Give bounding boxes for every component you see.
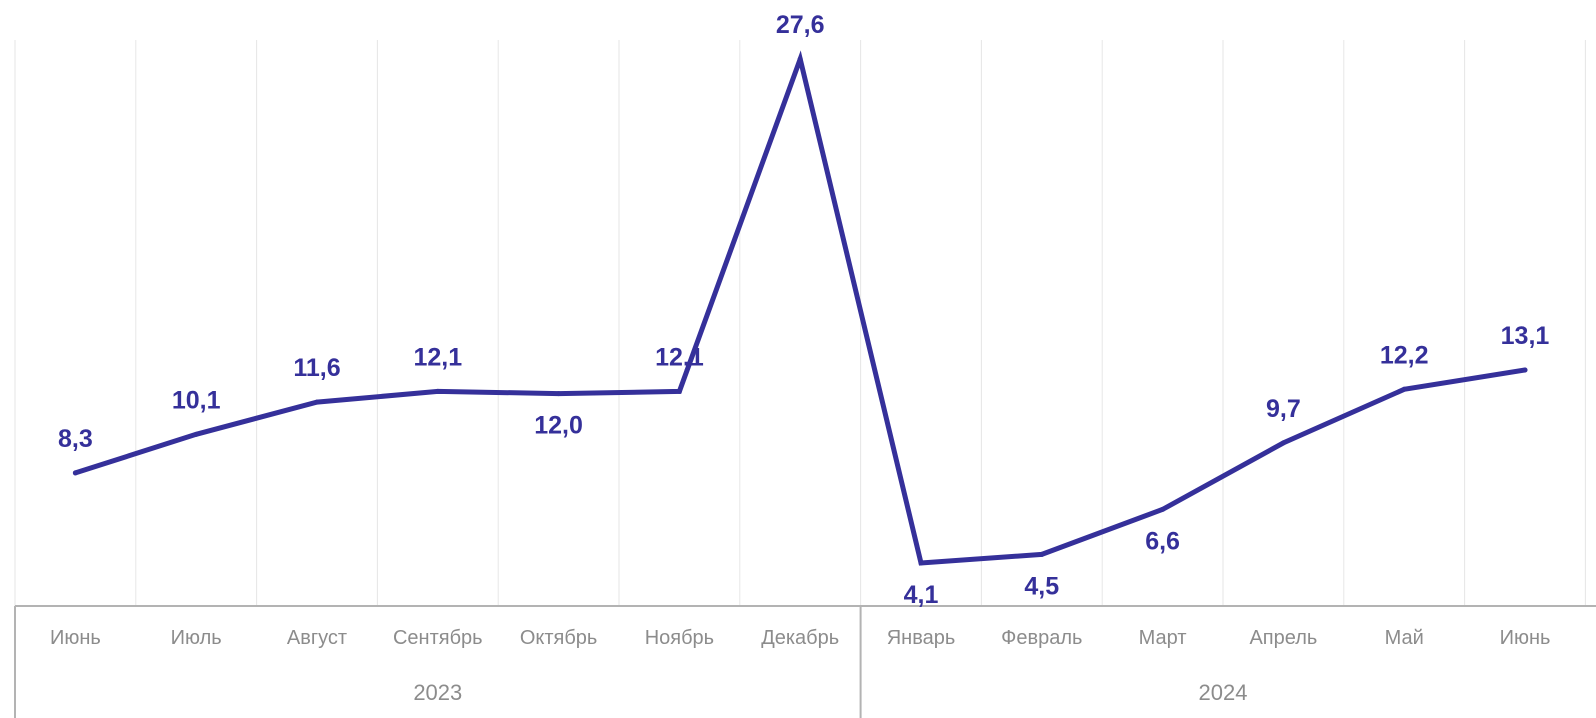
- x-tick-label: Июнь: [50, 627, 101, 649]
- axes: [14, 605, 1596, 718]
- data-point: [797, 56, 803, 62]
- data-label: 9,7: [1266, 395, 1301, 423]
- data-point: [1160, 506, 1166, 512]
- data-label: 13,1: [1501, 322, 1550, 350]
- x-tick-label: Март: [1139, 627, 1187, 649]
- data-point: [435, 388, 441, 394]
- year-group-label: 2024: [1199, 680, 1248, 705]
- x-tick-label: Октябрь: [520, 627, 598, 649]
- data-point: [556, 391, 562, 397]
- data-label: 6,6: [1145, 527, 1180, 555]
- series-line: [72, 50, 1528, 566]
- data-label: 12,0: [534, 412, 583, 440]
- data-label: 27,6: [776, 11, 825, 39]
- data-point: [918, 560, 924, 566]
- x-tick-label: Ноябрь: [645, 627, 714, 649]
- data-label: 12,1: [655, 343, 704, 371]
- x-tick-label: Январь: [887, 627, 956, 649]
- x-tick-label: Февраль: [1001, 627, 1082, 649]
- data-label: 8,3: [58, 425, 93, 453]
- data-point: [1522, 367, 1528, 373]
- data-point: [193, 431, 199, 437]
- x-tick-label: Июнь: [1500, 627, 1551, 649]
- x-tick-label: Май: [1385, 627, 1424, 649]
- data-label: 4,1: [904, 581, 939, 609]
- data-label: 12,1: [413, 343, 462, 371]
- data-point: [1401, 386, 1407, 392]
- data-point: [314, 399, 320, 405]
- category-tick-labels: Июнь Июль Август Сентябрь Октябрь Ноябрь Декаб…: [50, 627, 1550, 649]
- year-group-label: 2023: [413, 680, 462, 705]
- x-tick-label: Август: [287, 627, 347, 649]
- x-tick-label: Апрель: [1249, 627, 1317, 649]
- data-label: 4,5: [1024, 572, 1059, 600]
- x-tick-label: Июль: [171, 627, 222, 649]
- data-label: 12,2: [1380, 341, 1429, 369]
- data-point: [676, 388, 682, 394]
- x-tick-label: Декабрь: [761, 627, 839, 649]
- data-point: [1280, 440, 1286, 446]
- x-tick-label: Сентябрь: [393, 627, 483, 649]
- data-label: 10,1: [172, 386, 221, 414]
- year-group-labels: 2023 2024: [413, 680, 1247, 705]
- data-point: [72, 470, 78, 476]
- data-point: [1039, 551, 1045, 557]
- gridlines: [14, 40, 1586, 606]
- series-layer: [72, 50, 1528, 566]
- data-labels: 8,3 10,1 11,6 12,1 12,0 12,1 27,6 4,1 4,5 6,6 9,7 1…: [58, 11, 1549, 609]
- data-label: 11,6: [293, 354, 340, 382]
